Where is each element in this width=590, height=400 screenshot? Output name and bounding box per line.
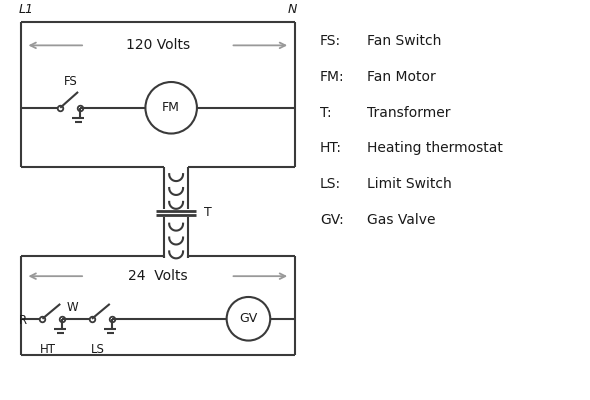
Text: 24  Volts: 24 Volts bbox=[128, 269, 188, 283]
Text: GV: GV bbox=[240, 312, 258, 325]
Text: Heating thermostat: Heating thermostat bbox=[368, 141, 503, 155]
Text: Limit Switch: Limit Switch bbox=[368, 177, 452, 191]
Text: Fan Motor: Fan Motor bbox=[368, 70, 436, 84]
Text: FS: FS bbox=[64, 75, 78, 88]
Circle shape bbox=[227, 297, 270, 340]
Circle shape bbox=[145, 82, 197, 134]
Text: W: W bbox=[66, 301, 78, 314]
Text: T:: T: bbox=[320, 106, 332, 120]
Text: LS:: LS: bbox=[320, 177, 341, 191]
Text: R: R bbox=[19, 314, 27, 327]
Text: N: N bbox=[287, 3, 297, 16]
Text: L1: L1 bbox=[19, 3, 34, 16]
Text: FS:: FS: bbox=[320, 34, 341, 48]
Text: LS: LS bbox=[91, 342, 105, 356]
Text: Fan Switch: Fan Switch bbox=[368, 34, 442, 48]
Text: FM:: FM: bbox=[320, 70, 345, 84]
Text: FM: FM bbox=[162, 101, 180, 114]
Text: HT:: HT: bbox=[320, 141, 342, 155]
Text: Gas Valve: Gas Valve bbox=[368, 213, 436, 227]
Text: T: T bbox=[204, 206, 212, 219]
Text: GV:: GV: bbox=[320, 213, 343, 227]
Text: 120 Volts: 120 Volts bbox=[126, 38, 190, 52]
Text: HT: HT bbox=[40, 342, 56, 356]
Text: Transformer: Transformer bbox=[368, 106, 451, 120]
